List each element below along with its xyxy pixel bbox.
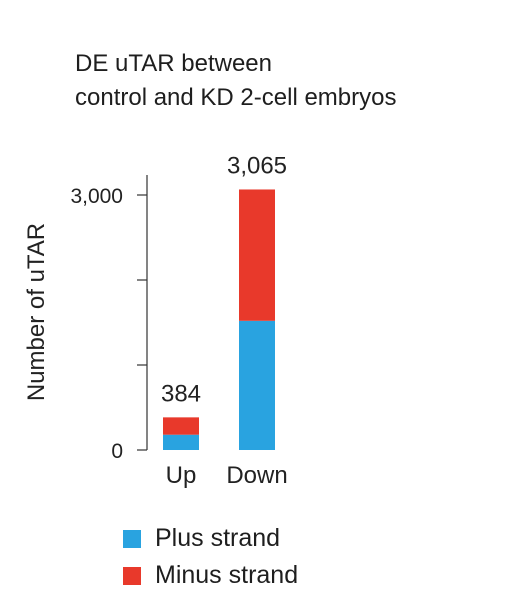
legend-label-plus: Plus strand (155, 524, 281, 552)
chart-title-line-1: DE uTAR between (75, 50, 272, 77)
bar-total-label: 3,065 (227, 152, 287, 179)
bar-up-minus (163, 417, 199, 435)
bar-down-plus (239, 320, 275, 450)
y-axis-label: Number of uTAR (23, 223, 50, 401)
legend-item-plus: Plus strand (123, 524, 280, 553)
bar-up-plus (163, 434, 199, 450)
legend-swatch-plus (123, 529, 141, 548)
bar-down-minus (239, 189, 275, 321)
y-tick-label: 3,000 (70, 185, 123, 208)
chart-title-line-2: control and KD 2-cell embryos (75, 84, 397, 111)
x-tick-label: Down (226, 462, 287, 489)
y-tick-label: 0 (111, 440, 123, 463)
x-tick-label: Up (166, 462, 197, 489)
legend-label-minus: Minus strand (155, 561, 299, 589)
legend-swatch-minus (123, 566, 141, 585)
bar-total-label: 384 (161, 380, 201, 407)
legend-item-minus: Minus strand (123, 561, 298, 590)
